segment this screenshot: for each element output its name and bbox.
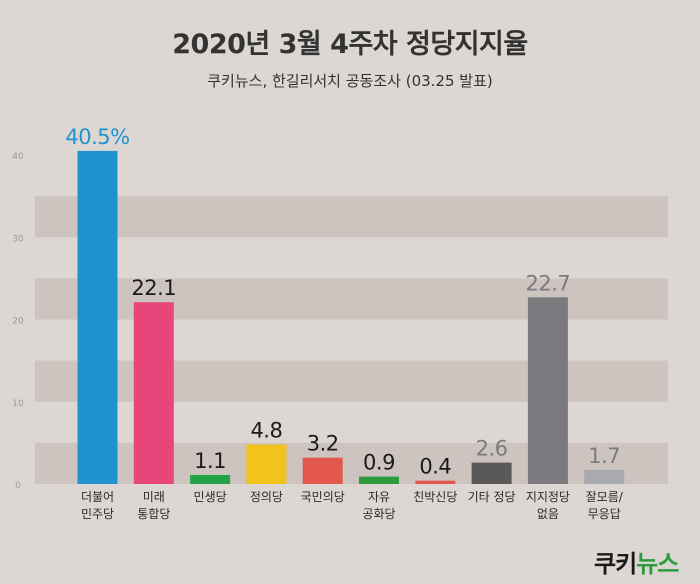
category-label: 친박신당 — [413, 490, 457, 504]
category-label: 잘모름/ — [586, 490, 624, 504]
y-tick-label: 20 — [12, 317, 24, 327]
bar — [359, 476, 399, 484]
category-label: 미래 — [143, 490, 165, 504]
logo-text-news: 뉴스 — [636, 550, 679, 578]
category-label: 민생당 — [194, 490, 227, 504]
category-label: 기타 정당 — [468, 490, 516, 504]
category-label: 정의당 — [250, 490, 283, 504]
bar — [77, 150, 118, 484]
data-label: 0.9 — [363, 451, 395, 475]
bar — [133, 302, 174, 484]
grid-band — [35, 278, 668, 320]
grid-band — [35, 196, 668, 238]
data-label: 22.7 — [526, 271, 571, 295]
data-label: 40.5% — [65, 125, 129, 149]
category-label: 민주당 — [81, 507, 114, 521]
category-label: 지지정당 — [526, 490, 570, 504]
y-tick-label: 10 — [12, 399, 24, 409]
data-label: 0.4 — [419, 455, 451, 479]
bar — [190, 474, 231, 484]
category-label: 없음 — [537, 507, 559, 521]
data-label: 4.8 — [250, 419, 282, 443]
kukinews-logo: 쿠키뉴스 — [594, 544, 679, 579]
category-label: 공화당 — [362, 507, 395, 521]
bar — [584, 470, 625, 484]
bar — [527, 297, 568, 484]
bar — [471, 462, 512, 484]
category-label: 통합당 — [137, 507, 170, 521]
grid-band — [35, 442, 668, 484]
bar — [302, 457, 343, 484]
chart-title: 2020년 3월 4주차 정당지지율 — [172, 29, 528, 60]
y-tick-label: 30 — [12, 234, 24, 244]
bar — [415, 480, 456, 484]
chart-subtitle: 쿠키뉴스, 한길리서치 공동조사 (03.25 발표) — [207, 72, 493, 90]
category-label: 국민의당 — [301, 490, 345, 504]
y-tick-label: 0 — [15, 481, 21, 491]
data-label: 1.1 — [194, 449, 226, 473]
data-label: 22.1 — [131, 276, 176, 300]
y-tick-label: 40 — [12, 152, 24, 162]
bar — [246, 444, 287, 484]
data-label: 2.6 — [476, 437, 508, 461]
category-label: 무응답 — [588, 507, 621, 521]
category-label: 자유 — [368, 490, 390, 504]
data-label: 1.7 — [588, 444, 620, 468]
grid-band — [35, 360, 668, 402]
category-label: 더불어 — [81, 490, 114, 504]
data-label: 3.2 — [307, 432, 339, 456]
logo-text-kuki: 쿠키 — [594, 550, 637, 578]
